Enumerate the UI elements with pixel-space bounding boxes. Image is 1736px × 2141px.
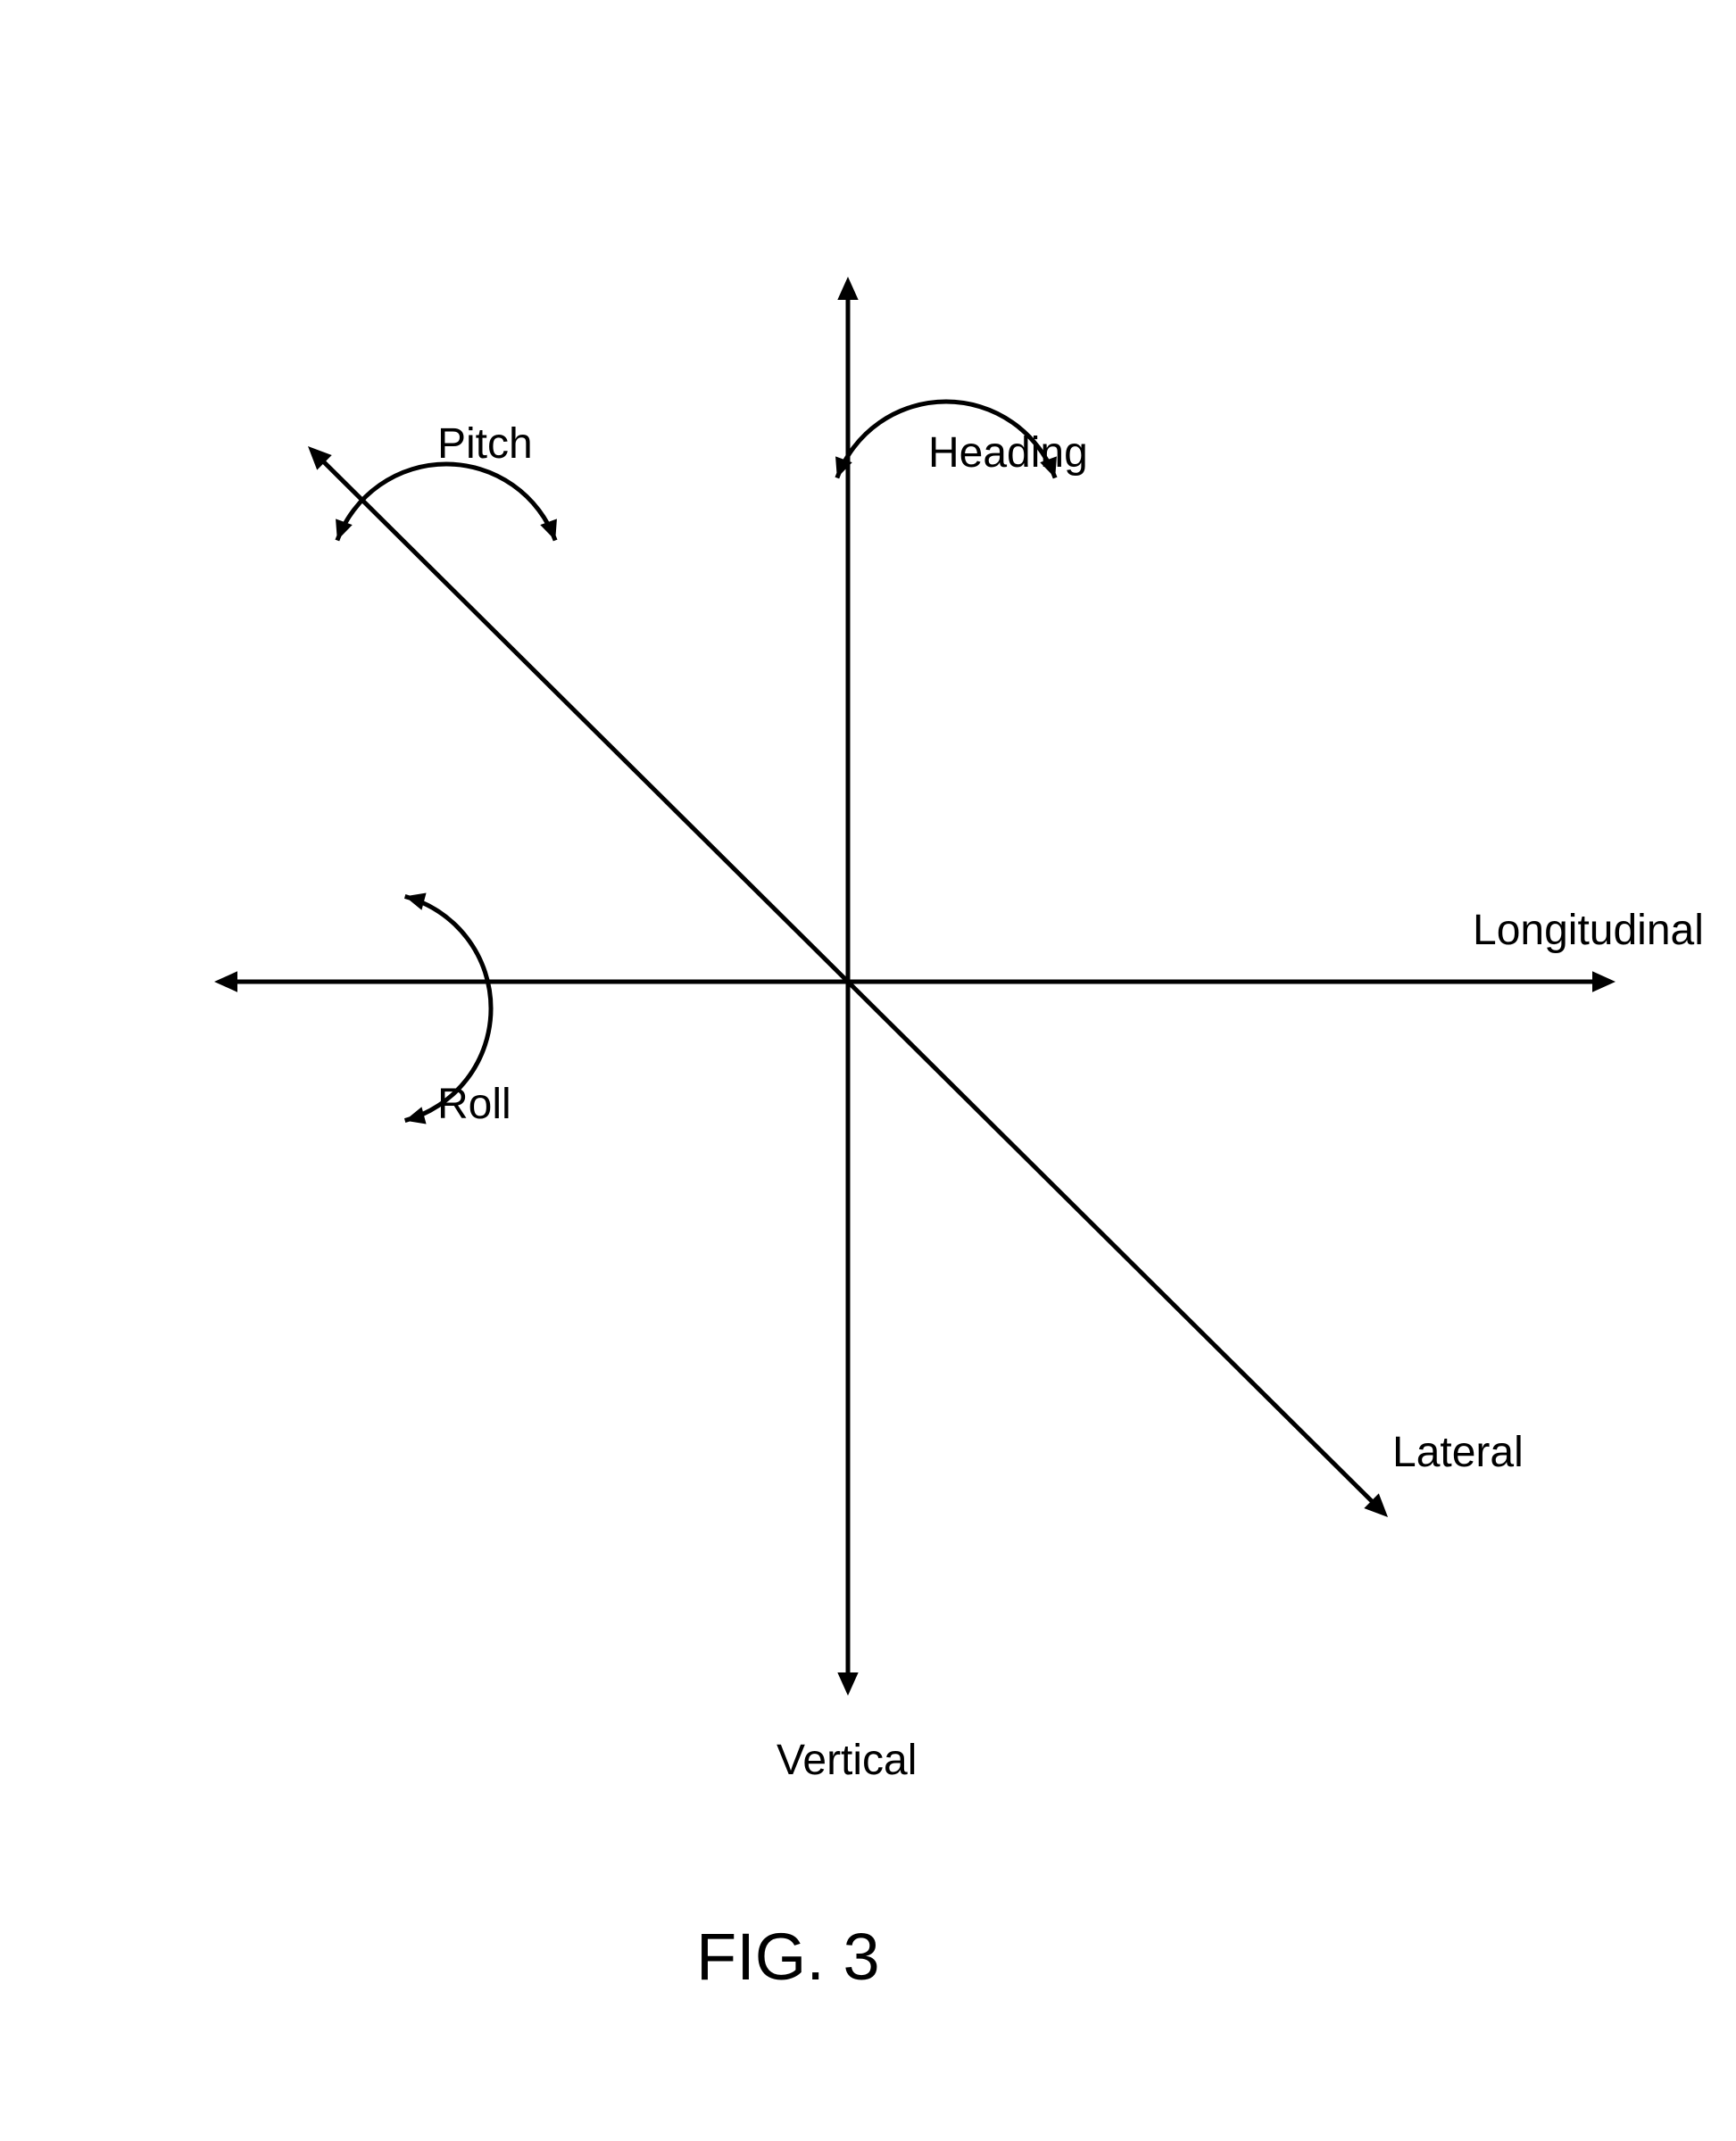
label-vertical: Vertical (777, 1736, 917, 1785)
diagram-container: Pitch Heading Roll Longitudinal Vertical… (0, 0, 1736, 2141)
label-pitch: Pitch (437, 419, 533, 469)
axes-diagram (0, 0, 1736, 2141)
label-longitudinal: Longitudinal (1473, 906, 1704, 955)
figure-caption: FIG. 3 (696, 1919, 880, 1995)
label-lateral: Lateral (1392, 1428, 1524, 1477)
label-roll: Roll (437, 1080, 511, 1129)
label-heading: Heading (928, 428, 1088, 477)
